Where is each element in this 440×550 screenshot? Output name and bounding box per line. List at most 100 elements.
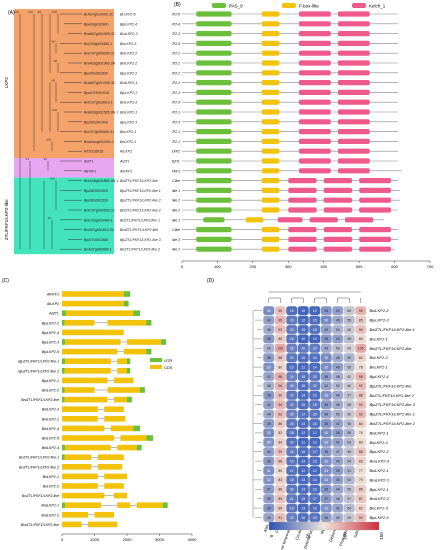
utr-block: [140, 387, 145, 393]
cds-block: [64, 368, 111, 374]
domain-block: [323, 187, 353, 193]
protein-label: BrLKP2-6: [172, 13, 180, 17]
domain-block: [323, 197, 353, 203]
heatmap-cell: [355, 381, 367, 391]
heatmap-value: 22: [313, 384, 317, 388]
heatmap-cell: [286, 513, 298, 522]
heatmap-value: 84: [278, 441, 282, 445]
utr-block: [127, 368, 131, 374]
heatmap-cell: [320, 325, 332, 334]
heatmap-cell: [355, 494, 367, 504]
heatmap-cell: [343, 513, 355, 522]
heatmap-cell: [274, 381, 286, 391]
cds-block: [107, 320, 147, 326]
heatmap-value: 22: [290, 403, 294, 407]
cds-block: [123, 348, 147, 355]
heatmap-cell: [309, 334, 321, 344]
heatmap-cell: [274, 343, 286, 353]
heatmap-value: 40: [336, 309, 340, 313]
heatmap-cell: [355, 306, 367, 316]
heatmap-value: 12: [301, 365, 305, 369]
heatmap-value: 90: [359, 516, 363, 520]
cds-block: [88, 521, 118, 528]
domain-block: [337, 158, 370, 164]
heatmap-cell: [274, 428, 286, 438]
heatmap-value: 15: [313, 459, 317, 463]
heatmap-value: 37: [267, 488, 271, 492]
heatmap-value: 78: [359, 365, 363, 369]
heatmap-cell: [286, 372, 298, 381]
heatmap-cell: [297, 409, 309, 419]
heatmap-value: 56: [347, 488, 351, 492]
heatmap-cell: [355, 475, 367, 485]
gene-name-label: BrLKP2-6: [120, 13, 136, 17]
domain-block: [277, 217, 303, 223]
gene-id-label: BnaUnng001001.1: [84, 140, 114, 144]
heatmap-value: 20: [290, 318, 294, 322]
heatmap-cell: [320, 372, 332, 381]
heatmap-cell: [274, 456, 286, 466]
heatmap-value: 83: [278, 478, 282, 482]
heatmap-value: 25: [290, 347, 294, 351]
domain-block: [261, 236, 280, 242]
heatmap-value: 37: [324, 497, 328, 501]
heatmap-cell: [274, 484, 286, 494]
heatmap-cell: [332, 437, 344, 447]
row-label: BnLKP2-3: [370, 506, 389, 511]
gene-id-label: BniA03g001860.3N.1: [84, 179, 118, 183]
utr-block: [146, 435, 153, 441]
domain-block: [337, 21, 370, 27]
heatmap-value: 38: [324, 375, 328, 379]
heatmap-value: 57: [347, 497, 351, 501]
heatmap-cell: [309, 484, 321, 494]
utr-block: [62, 368, 65, 374]
domain-block: [261, 178, 280, 184]
cds-block: [65, 502, 101, 508]
gene-name-label: AtFKF1: [119, 169, 132, 173]
cds-block: [62, 300, 124, 307]
panel-label: (B): [174, 2, 181, 8]
heatmap-value: 47: [336, 450, 340, 454]
heatmap-cell: [263, 484, 275, 494]
domain-block: [323, 178, 353, 184]
gene-id-label: BoC03g003480.1: [84, 42, 112, 46]
domain-block: [261, 80, 280, 86]
gene-label: AtLKP2: [46, 302, 59, 306]
domain-block: [359, 227, 392, 233]
gene-name-label: AtZTL: [119, 160, 130, 164]
heatmap-value: 18: [313, 403, 317, 407]
heatmap-value: 35: [324, 337, 328, 341]
heatmap-cell: [309, 437, 321, 447]
bootstrap-value: 100: [14, 10, 19, 14]
heatmap-cell: [274, 447, 286, 457]
heatmap-cell: [320, 409, 332, 419]
domain-block: [261, 11, 280, 17]
heatmap-cell: [297, 372, 309, 381]
domain-block: [196, 168, 232, 174]
heatmap-value: 34: [267, 441, 271, 445]
domain-block: [288, 178, 317, 184]
x-tick-label: 100: [214, 264, 221, 269]
gene-name-label: BjuLKP2-4: [120, 22, 137, 26]
heatmap-cell: [320, 503, 332, 513]
cds-block: [62, 348, 118, 355]
heatmap-value: 40: [336, 365, 340, 369]
gene-name-label: BjuLKP2-2: [120, 71, 137, 75]
protein-label: BniLKP2-1: [172, 111, 180, 115]
cds-block: [64, 454, 92, 460]
domain-block: [337, 119, 370, 125]
x-tick-label: 1000: [90, 537, 100, 542]
domain-block: [337, 138, 370, 144]
scale-tick-label: 100: [342, 532, 347, 540]
domain-block: [298, 31, 331, 37]
bootstrap-value: 98: [54, 59, 58, 63]
domain-block: [196, 227, 232, 233]
domain-block: [337, 109, 370, 115]
heatmap-value: 16: [313, 356, 317, 360]
heatmap-value: 48: [267, 384, 271, 388]
utr-block: [123, 291, 131, 297]
heatmap-cell: [263, 447, 275, 457]
domain-block: [288, 236, 317, 242]
heatmap-value: 54: [347, 459, 351, 463]
x-tick-label: 300: [285, 264, 292, 269]
